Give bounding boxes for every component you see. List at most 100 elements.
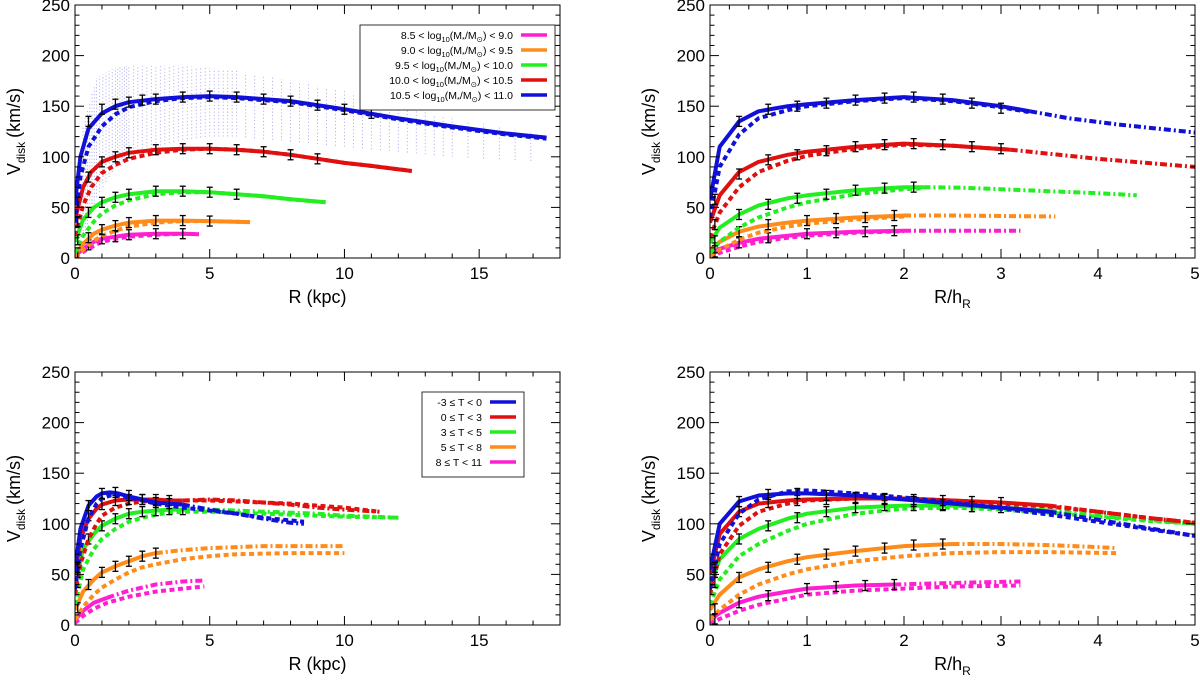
x-tick-label: 5: [1190, 631, 1199, 650]
x-axis-title-main: R/h: [934, 287, 962, 307]
x-axis-title-sub: R: [962, 664, 971, 678]
y-axis-title-unit: (km/s): [4, 455, 24, 505]
y-axis-title-sub: disk: [14, 141, 28, 163]
x-tick-label: 15: [470, 631, 489, 650]
series-green-solid-line: [710, 185, 924, 244]
y-tick-label: 150: [42, 97, 70, 116]
x-axis-title-sub: R: [962, 297, 971, 311]
series-blue-dotted-line: [75, 95, 547, 223]
legend-label: 8 ≤ T < 11: [436, 457, 482, 469]
series-magenta-dotted-line: [75, 584, 205, 625]
x-tick-label: 2: [899, 264, 908, 283]
series-magenta-dashdot-line: [894, 579, 1021, 587]
series-orange-dashdot-line: [952, 542, 1118, 551]
legend-label: -3 ≤ T < 0: [437, 397, 482, 409]
x-tick-label: 0: [705, 631, 714, 650]
y-axis-title-main: V: [4, 163, 24, 175]
plot-frame: [709, 371, 1196, 626]
series-blue-dotted-line: [710, 488, 1195, 591]
x-tick-label: 0: [70, 264, 79, 283]
series-orange-dotted-line: [710, 214, 905, 258]
series-blue-dashdot-line: [182, 502, 305, 526]
y-tick-label: 100: [42, 515, 70, 534]
y-tick-label: 100: [677, 148, 705, 167]
y-axis-title-sub: disk: [649, 141, 663, 163]
legend-label: 8.5 < log10(M*/M⊙) < 9.0: [401, 30, 513, 44]
x-tick-label: 1: [802, 631, 811, 650]
series-orange-dashdot-line: [904, 213, 1056, 219]
x-tick-label: 0: [705, 264, 714, 283]
series-blue-solid-line: [710, 491, 1050, 570]
legend: 8.5 < log10(M*/M⊙) < 9.09.0 < log10(M*/M…: [359, 24, 556, 111]
y-tick-label: 50: [51, 198, 70, 217]
y-tick-label: 150: [677, 464, 705, 483]
series-red-dashdot-line: [1049, 503, 1195, 525]
series-magenta-solid-line: [75, 231, 199, 258]
y-tick-label: 200: [42, 414, 70, 433]
series-orange-dotted-line: [710, 550, 1118, 622]
series-blue-dotted-line: [710, 96, 1031, 218]
legend: -3 ≤ T < 0 0 ≤ T < 3 3 ≤ T < 5 5 ≤ T < 8 8 ≤…: [421, 391, 525, 478]
x-axis-title: R/hR: [934, 287, 971, 311]
y-axis-title: Vdisk (km/s): [4, 88, 28, 175]
series-magenta-solid-line: [710, 582, 895, 622]
x-tick-label: 10: [335, 264, 354, 283]
series-blue-solid-line: [710, 95, 1031, 201]
series-group: [75, 90, 547, 258]
series-blue-solid-line: [75, 94, 547, 203]
y-axis-title: Vdisk (km/s): [639, 88, 663, 175]
x-tick-label: 4: [1093, 631, 1102, 650]
y-axis-title-sub: disk: [649, 508, 663, 530]
series-red-dashdot-line: [1010, 147, 1195, 169]
series-red-solid-line: [710, 496, 1050, 575]
y-tick-label: 250: [42, 0, 70, 15]
series-orange-dashdot-line: [155, 544, 345, 556]
x-axis-title: R/hR: [934, 654, 971, 678]
series-red-dashdot-line: [182, 497, 380, 514]
x-tick-label: 3: [996, 264, 1005, 283]
x-tick-label: 5: [205, 264, 214, 283]
y-tick-label: 0: [696, 249, 705, 268]
y-axis-title-main: V: [639, 163, 659, 175]
series-orange-dotted-line: [75, 551, 345, 621]
series-green-dashdot-line: [923, 185, 1137, 198]
series-group: [75, 486, 399, 625]
series-green-solid-line: [75, 189, 326, 243]
series-group: [710, 91, 1195, 258]
y-axis-title-main: V: [639, 530, 659, 542]
x-tick-label: 10: [335, 631, 354, 650]
x-tick-label: 15: [470, 264, 489, 283]
series-orange-solid-line: [710, 542, 953, 611]
x-tick-label: 2: [899, 631, 908, 650]
x-tick-label: 5: [1190, 264, 1199, 283]
x-axis-title-main: R/h: [934, 654, 962, 674]
y-tick-label: 200: [677, 414, 705, 433]
y-tick-label: 50: [686, 198, 705, 217]
legend-label: 9.5 < log10(M*/M⊙) < 10.0: [395, 60, 513, 74]
x-axis-title: R (kpc): [289, 287, 347, 307]
y-tick-label: 250: [677, 0, 705, 15]
y-axis-title-unit: (km/s): [639, 88, 659, 138]
series-group: [710, 487, 1195, 625]
y-axis-title-unit: (km/s): [4, 88, 24, 138]
series-red-solid-line: [75, 146, 413, 220]
y-tick-label: 250: [677, 363, 705, 382]
series-magenta-solid-line: [710, 228, 905, 255]
legend-label: 3 ≤ T < 5: [441, 427, 482, 439]
legend-label: 10.5 < log10(M*/M⊙) < 11.0: [390, 90, 513, 104]
legend-label: 0 ≤ T < 3: [441, 412, 482, 424]
y-tick-label: 250: [42, 363, 70, 382]
x-axis-title-main: R (kpc): [289, 654, 347, 674]
y-axis-title-main: V: [4, 530, 24, 542]
x-tick-label: 5: [205, 631, 214, 650]
y-tick-label: 0: [696, 616, 705, 635]
y-tick-label: 200: [677, 47, 705, 66]
y-axis-title-sub: disk: [14, 508, 28, 530]
y-tick-label: 150: [677, 97, 705, 116]
y-tick-label: 200: [42, 47, 70, 66]
y-tick-label: 50: [686, 565, 705, 584]
y-tick-label: 50: [51, 565, 70, 584]
